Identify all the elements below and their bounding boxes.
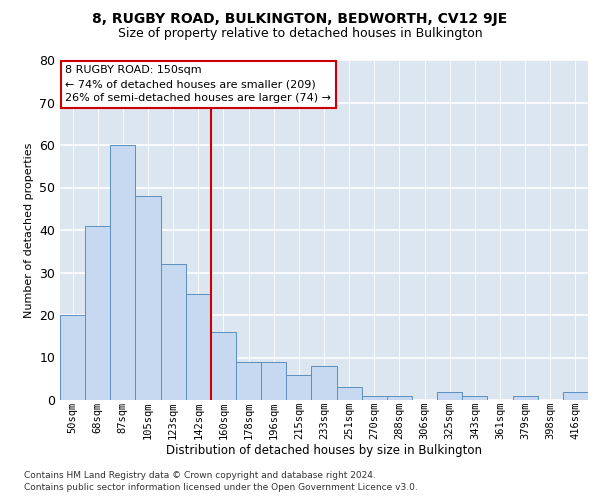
Bar [462, 396, 487, 400]
Bar [337, 387, 362, 400]
Bar [286, 374, 311, 400]
Bar [437, 392, 462, 400]
Text: Contains public sector information licensed under the Open Government Licence v3: Contains public sector information licen… [24, 483, 418, 492]
Bar [236, 362, 261, 400]
Bar [161, 264, 186, 400]
Bar [186, 294, 211, 400]
Bar [512, 396, 538, 400]
Text: 8 RUGBY ROAD: 150sqm
← 74% of detached houses are smaller (209)
26% of semi-deta: 8 RUGBY ROAD: 150sqm ← 74% of detached h… [65, 65, 331, 103]
Text: Contains HM Land Registry data © Crown copyright and database right 2024.: Contains HM Land Registry data © Crown c… [24, 470, 376, 480]
Bar [362, 396, 387, 400]
Y-axis label: Number of detached properties: Number of detached properties [23, 142, 34, 318]
Bar [211, 332, 236, 400]
Bar [311, 366, 337, 400]
Bar [60, 315, 85, 400]
X-axis label: Distribution of detached houses by size in Bulkington: Distribution of detached houses by size … [166, 444, 482, 458]
Bar [85, 226, 110, 400]
Bar [136, 196, 161, 400]
Bar [563, 392, 588, 400]
Text: 8, RUGBY ROAD, BULKINGTON, BEDWORTH, CV12 9JE: 8, RUGBY ROAD, BULKINGTON, BEDWORTH, CV1… [92, 12, 508, 26]
Text: Size of property relative to detached houses in Bulkington: Size of property relative to detached ho… [118, 28, 482, 40]
Bar [261, 362, 286, 400]
Bar [387, 396, 412, 400]
Bar [110, 145, 136, 400]
